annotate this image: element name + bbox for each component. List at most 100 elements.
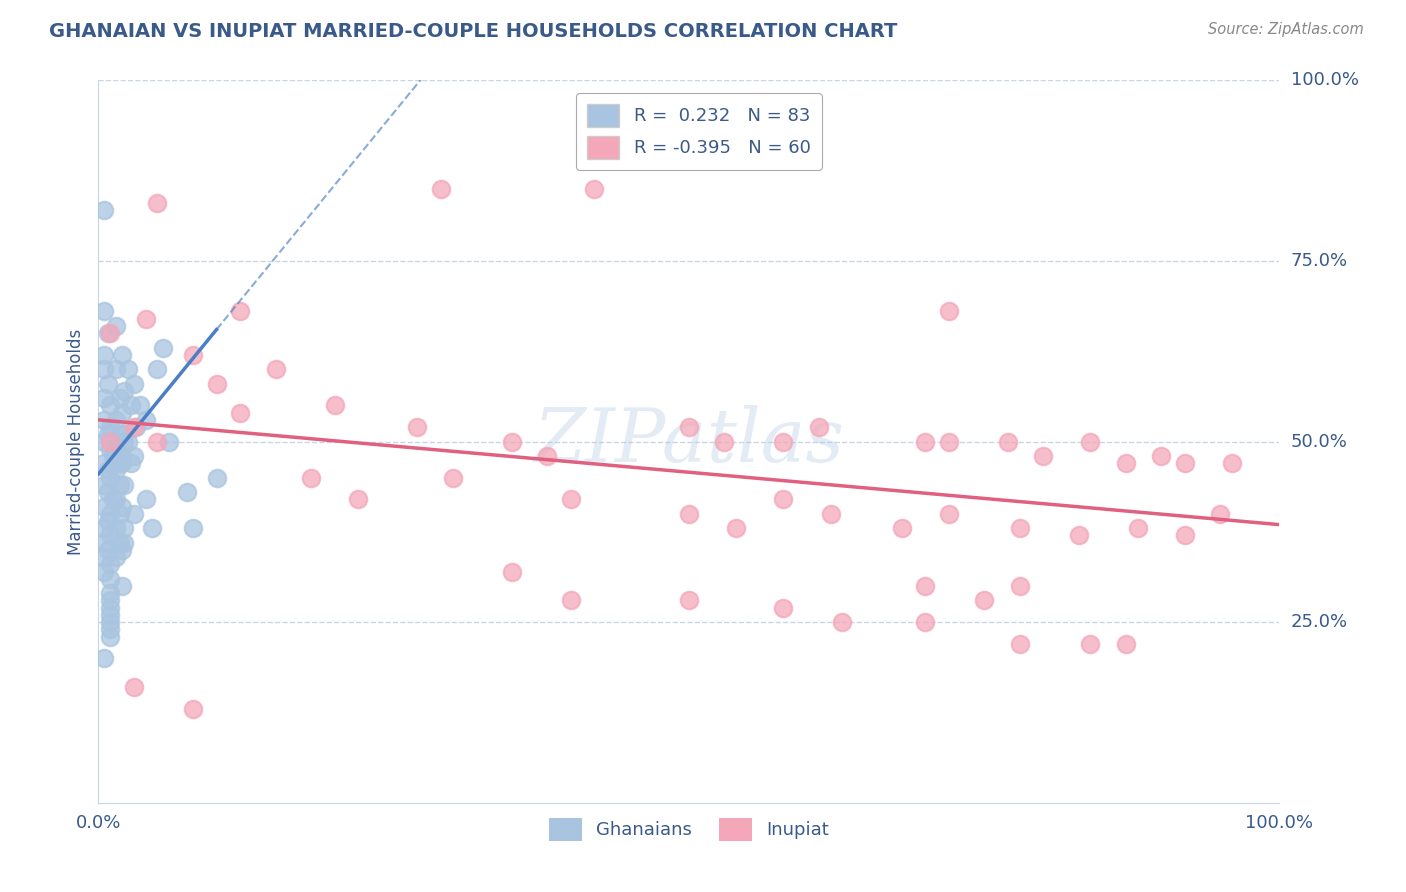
Point — [121, 456, 143, 470]
Text: 100.0%: 100.0% — [1291, 71, 1358, 89]
Point — [725, 521, 748, 535]
Point — [98, 420, 121, 434]
Point — [678, 420, 700, 434]
Point — [121, 398, 143, 412]
Point — [560, 492, 582, 507]
Point — [98, 586, 121, 600]
Point — [93, 535, 115, 549]
Point — [105, 550, 128, 565]
Point — [105, 442, 128, 456]
Point — [938, 507, 960, 521]
Point — [146, 434, 169, 449]
Point — [122, 376, 145, 391]
Text: 75.0%: 75.0% — [1291, 252, 1348, 270]
Point — [112, 478, 135, 492]
Point — [93, 391, 115, 405]
Point — [93, 362, 115, 376]
Point — [299, 470, 322, 484]
Point — [1067, 528, 1090, 542]
Point — [105, 413, 128, 427]
Point — [105, 318, 128, 333]
Point — [1126, 521, 1149, 535]
Point — [146, 362, 169, 376]
Point — [141, 521, 163, 535]
Point — [122, 420, 145, 434]
Point — [98, 558, 121, 572]
Point — [181, 348, 204, 362]
Point — [1150, 449, 1173, 463]
Point — [122, 680, 145, 694]
Point — [98, 434, 121, 449]
Point — [146, 196, 169, 211]
Point — [111, 456, 134, 470]
Point — [1080, 637, 1102, 651]
Point — [772, 492, 794, 507]
Point — [135, 413, 157, 427]
Point — [772, 434, 794, 449]
Point — [117, 434, 139, 449]
Text: ZIPatlas: ZIPatlas — [533, 405, 845, 478]
Point — [229, 304, 252, 318]
Point — [98, 615, 121, 630]
Point — [97, 514, 120, 528]
Point — [97, 326, 120, 340]
Point — [98, 623, 121, 637]
Point — [347, 492, 370, 507]
Point — [807, 420, 830, 434]
Point — [1115, 456, 1137, 470]
Point — [441, 470, 464, 484]
Point — [111, 449, 134, 463]
Point — [1115, 637, 1137, 651]
Point — [111, 348, 134, 362]
Point — [501, 565, 523, 579]
Point — [112, 521, 135, 535]
Point — [98, 572, 121, 586]
Point — [101, 492, 124, 507]
Text: 25.0%: 25.0% — [1291, 613, 1348, 632]
Point — [1174, 456, 1197, 470]
Point — [112, 427, 135, 442]
Point — [997, 434, 1019, 449]
Point — [93, 478, 115, 492]
Point — [157, 434, 180, 449]
Point — [560, 593, 582, 607]
Point — [93, 203, 115, 218]
Point — [820, 507, 842, 521]
Point — [713, 434, 735, 449]
Point — [831, 615, 853, 630]
Point — [93, 550, 115, 565]
Point — [152, 341, 174, 355]
Point — [105, 463, 128, 477]
Point — [1174, 528, 1197, 542]
Point — [93, 413, 115, 427]
Point — [181, 702, 204, 716]
Point — [914, 434, 936, 449]
Point — [122, 449, 145, 463]
Point — [1209, 507, 1232, 521]
Point — [501, 434, 523, 449]
Point — [105, 521, 128, 535]
Point — [1032, 449, 1054, 463]
Point — [678, 593, 700, 607]
Point — [229, 406, 252, 420]
Point — [125, 420, 148, 434]
Point — [98, 470, 121, 484]
Point — [98, 607, 121, 622]
Point — [205, 376, 228, 391]
Point — [430, 182, 453, 196]
Point — [135, 311, 157, 326]
Point — [97, 542, 120, 557]
Point — [938, 434, 960, 449]
Point — [914, 615, 936, 630]
Point — [93, 304, 115, 318]
Point — [97, 463, 120, 477]
Point — [406, 420, 429, 434]
Point — [93, 500, 115, 514]
Point — [117, 362, 139, 376]
Point — [938, 304, 960, 318]
Text: Source: ZipAtlas.com: Source: ZipAtlas.com — [1208, 22, 1364, 37]
Point — [93, 456, 115, 470]
Point — [181, 521, 204, 535]
Point — [1220, 456, 1243, 470]
Point — [98, 630, 121, 644]
